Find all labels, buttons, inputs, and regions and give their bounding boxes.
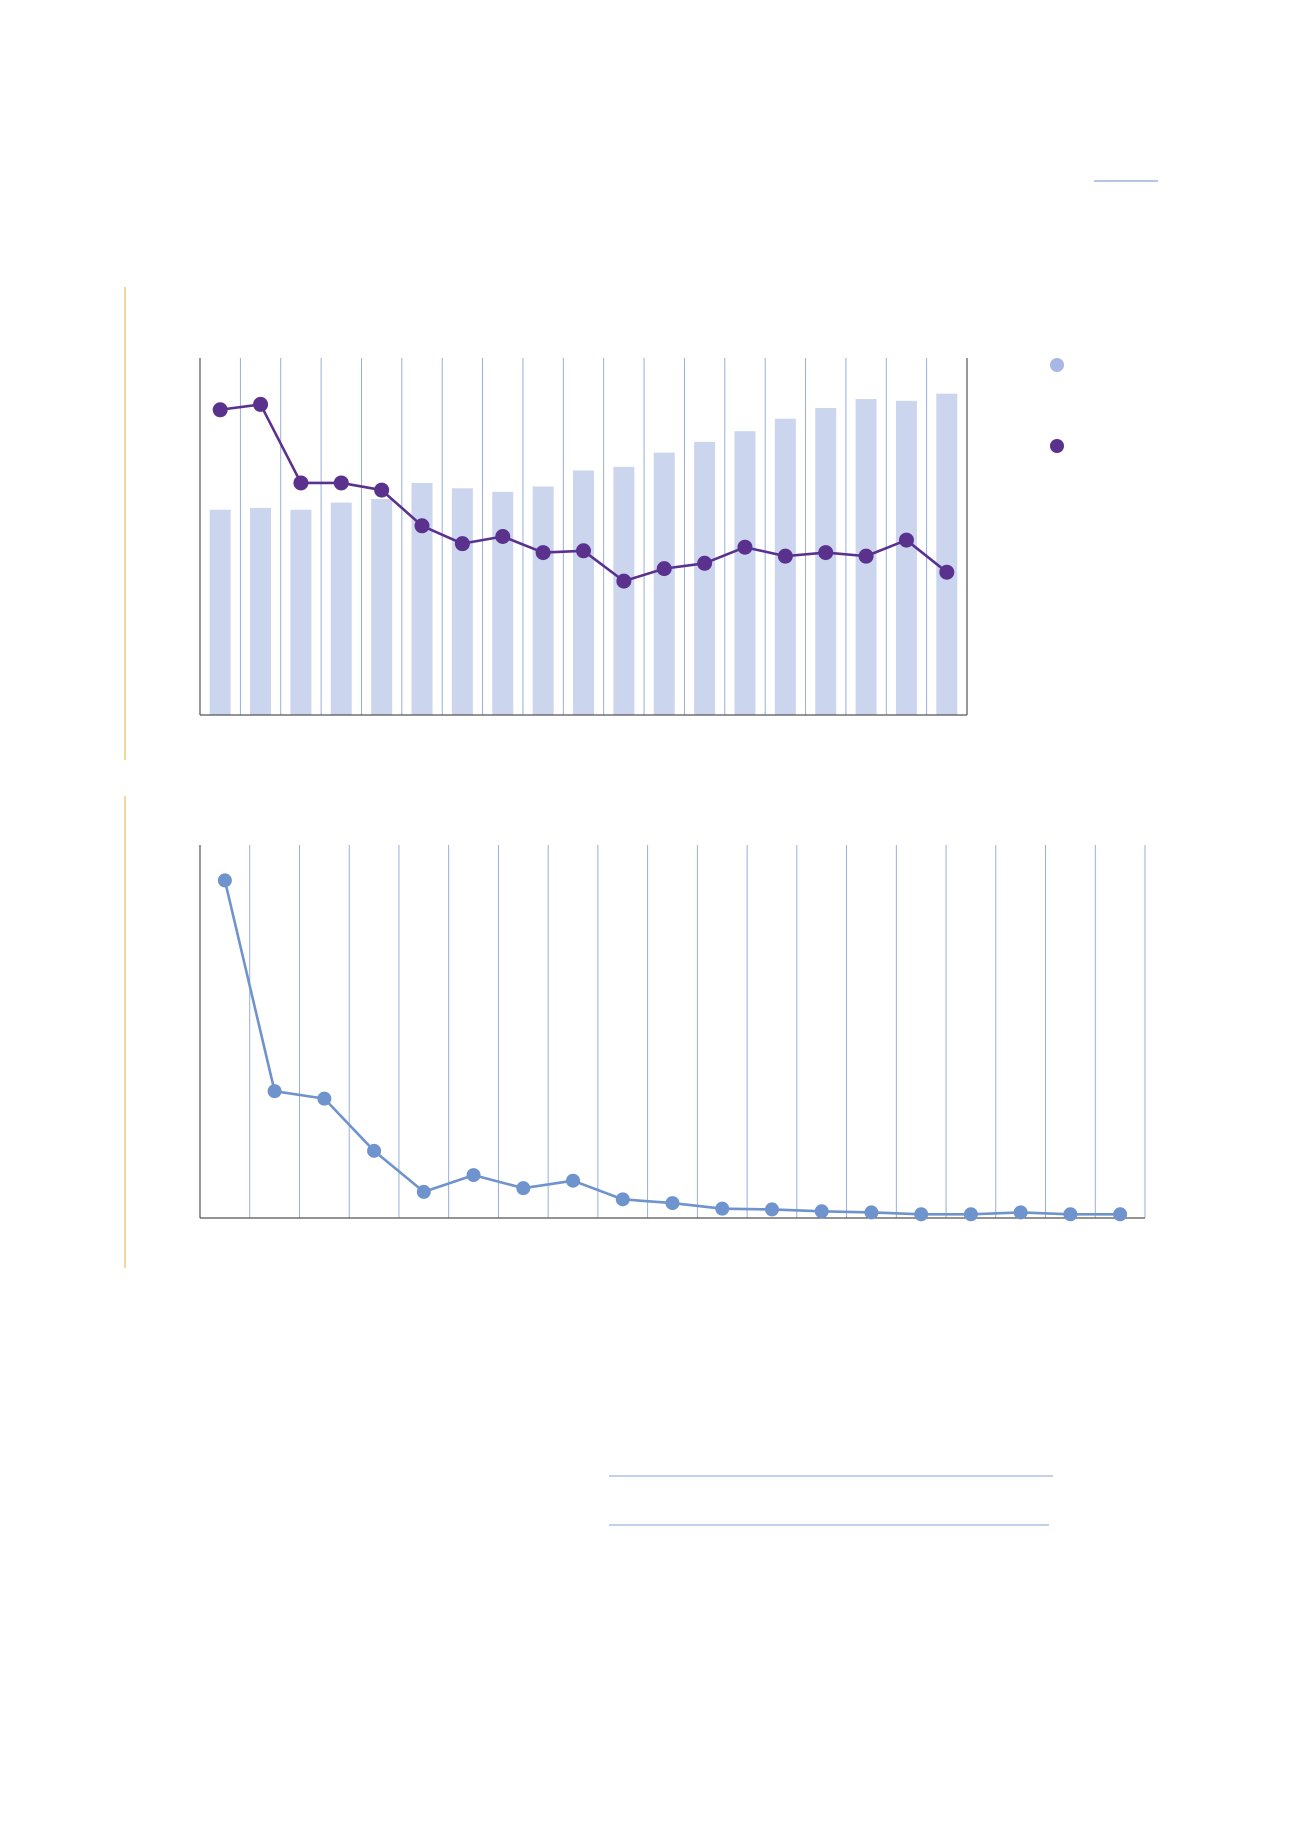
chart-1-line-point (697, 555, 713, 571)
chart-2-line-point (764, 1202, 779, 1217)
chart-1-line-point (454, 536, 470, 552)
chart-1-line-point (253, 396, 269, 412)
chart-2-line-point (1113, 1207, 1128, 1222)
chart-1-gridlines (239, 358, 928, 715)
chart-1-line-point (777, 548, 793, 564)
chart-1-line-point (293, 475, 309, 491)
chart-1-line-point (576, 543, 591, 559)
chart-1-line-point (898, 532, 914, 548)
chart-2-line-point (715, 1201, 730, 1216)
chart-2-line-point (864, 1205, 879, 1220)
chart-2-line-point (963, 1207, 978, 1222)
chart-2-line (223, 880, 1121, 1216)
chart-1-line-point (535, 545, 551, 561)
chart-1-bar (573, 470, 594, 715)
chart-1-axes (199, 358, 968, 716)
chart-1-bars (209, 393, 958, 715)
chart-1-bar (371, 499, 393, 715)
chart-1-line-point (616, 573, 632, 589)
chart-1-line-point (737, 539, 753, 555)
chart-1-bar (411, 482, 433, 715)
chart-2 (199, 845, 1146, 1222)
chart-1-bar (613, 466, 635, 715)
chart-1-line-point (939, 564, 955, 580)
chart-1-bar (290, 509, 312, 715)
chart-1-bar (895, 400, 917, 715)
chart-1-bar (250, 507, 272, 715)
chart-1-bar (653, 452, 675, 715)
chart-1-line-point (414, 518, 430, 534)
chart-1-bar (774, 418, 796, 715)
chart-1-line-point (656, 561, 672, 577)
chart-2-line-point (615, 1192, 630, 1207)
legend-line-marker (1050, 439, 1064, 453)
chart-1-bar (734, 431, 756, 715)
chart-1-bar (492, 491, 514, 715)
chart-1-line-point (333, 475, 349, 491)
chart-1-bar (532, 486, 554, 715)
chart-1-bar (936, 393, 958, 715)
chart-1-bar (815, 407, 837, 715)
chart-1-line-point (212, 402, 228, 418)
chart-2-line-point (416, 1184, 431, 1199)
chart-1-line-point (495, 529, 511, 544)
chart-1-legend (1050, 358, 1064, 453)
chart-2-line-point (317, 1091, 332, 1106)
chart-2-line-point (1063, 1207, 1078, 1222)
chart-2-line-point (566, 1173, 581, 1188)
chart-2-axes (199, 845, 1145, 1219)
chart-2-line-point (814, 1204, 829, 1219)
chart-2-line-point (367, 1143, 382, 1158)
chart-1-line-point (818, 545, 834, 561)
chart-2-line-point (665, 1196, 680, 1211)
chart-2-line-point (267, 1084, 282, 1099)
chart-2-line-series (217, 873, 1128, 1222)
chart-1-line-series (212, 396, 955, 589)
chart-1-bar (694, 441, 716, 715)
chart-2-line-point (466, 1168, 481, 1183)
legend-bar-marker (1050, 358, 1064, 372)
chart-2-line-point (516, 1181, 531, 1196)
chart-2-gridlines (249, 845, 1146, 1218)
chart-1 (199, 358, 1064, 716)
chart-1-line-point (374, 482, 390, 498)
chart-1-bar (330, 502, 352, 715)
chart-1-line-point (858, 548, 874, 564)
chart-2-line-point (1013, 1205, 1028, 1220)
chart-1-bar (451, 488, 473, 715)
chart-1-bar (209, 509, 231, 715)
chart-2-line-point (217, 873, 232, 888)
chart-2-line-point (914, 1207, 929, 1222)
